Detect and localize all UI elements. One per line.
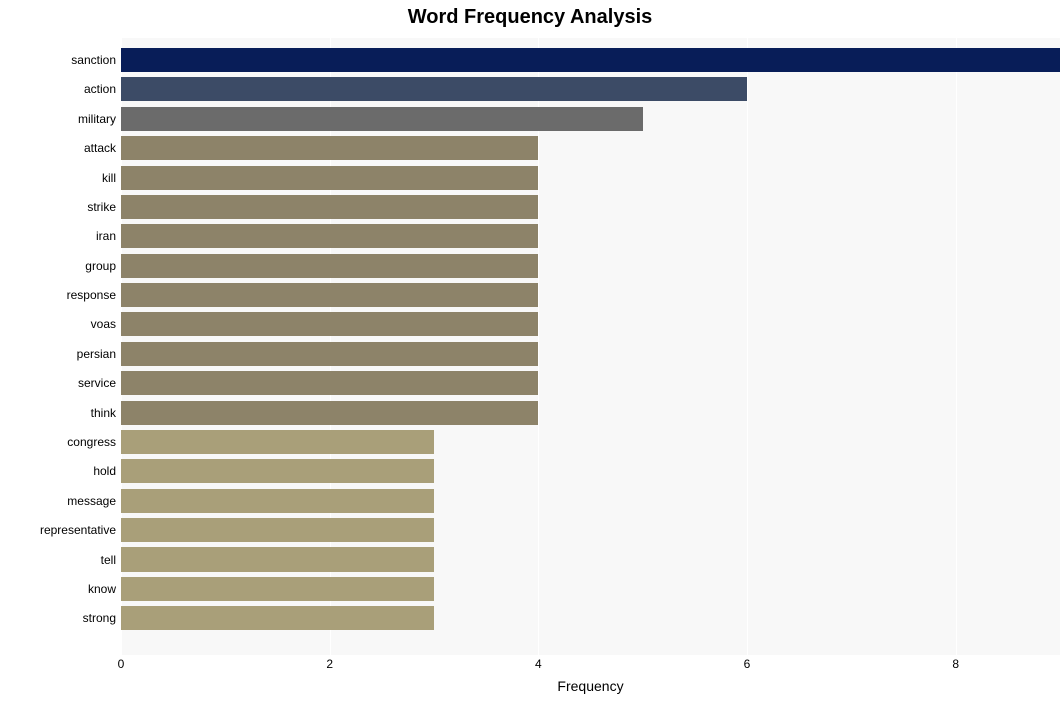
bar bbox=[121, 224, 538, 248]
y-axis-label: sanction bbox=[71, 53, 116, 67]
x-axis-tick-label: 4 bbox=[535, 657, 542, 671]
bar bbox=[121, 606, 434, 630]
bar bbox=[121, 48, 1060, 72]
plot-area bbox=[121, 38, 1060, 655]
y-axis-labels: sanction action military attack kill strike ir… bbox=[0, 38, 116, 655]
bar-row bbox=[121, 577, 434, 601]
bar-row bbox=[121, 459, 434, 483]
bar bbox=[121, 283, 538, 307]
x-axis-tick-label: 6 bbox=[744, 657, 751, 671]
bar bbox=[121, 107, 643, 131]
bar-row bbox=[121, 77, 747, 101]
bar-row bbox=[121, 254, 538, 278]
chart-title: Word Frequency Analysis bbox=[0, 6, 1060, 29]
bar bbox=[121, 312, 538, 336]
y-axis-label: congress bbox=[67, 435, 116, 449]
bar bbox=[121, 577, 434, 601]
bar-row bbox=[121, 107, 643, 131]
y-axis-label: representative bbox=[40, 523, 116, 537]
y-axis-label: strong bbox=[83, 611, 116, 625]
y-axis-label: tell bbox=[101, 553, 116, 567]
bar-row bbox=[121, 489, 434, 513]
chart-container: Word Frequency Analysis sanction action mi… bbox=[0, 0, 1060, 701]
bar-row bbox=[121, 606, 434, 630]
bar-row bbox=[121, 342, 538, 366]
bar bbox=[121, 489, 434, 513]
bar bbox=[121, 195, 538, 219]
y-axis-label: iran bbox=[96, 229, 116, 243]
bar bbox=[121, 371, 538, 395]
bar-row bbox=[121, 312, 538, 336]
x-axis-title: Frequency bbox=[121, 678, 1060, 694]
y-axis-label: kill bbox=[102, 171, 116, 185]
bar bbox=[121, 518, 434, 542]
x-axis-tick-label: 0 bbox=[118, 657, 125, 671]
x-axis-tick-label: 8 bbox=[952, 657, 959, 671]
bar-row bbox=[121, 195, 538, 219]
bar-row bbox=[121, 224, 538, 248]
y-axis-label: know bbox=[88, 582, 116, 596]
bar bbox=[121, 401, 538, 425]
y-axis-label: persian bbox=[77, 347, 116, 361]
bar-row bbox=[121, 136, 538, 160]
y-axis-label: action bbox=[84, 82, 116, 96]
y-axis-label: message bbox=[67, 494, 116, 508]
y-axis-label: attack bbox=[84, 141, 116, 155]
y-axis-label: strike bbox=[87, 200, 116, 214]
bar-row bbox=[121, 283, 538, 307]
bar-row bbox=[121, 166, 538, 190]
bar-row bbox=[121, 48, 1060, 72]
y-axis-label: military bbox=[78, 112, 116, 126]
y-axis-label: service bbox=[78, 376, 116, 390]
bar bbox=[121, 547, 434, 571]
bar bbox=[121, 430, 434, 454]
y-axis-label: hold bbox=[93, 464, 116, 478]
bar bbox=[121, 166, 538, 190]
bar bbox=[121, 459, 434, 483]
bar-row bbox=[121, 430, 434, 454]
bar bbox=[121, 342, 538, 366]
bar-row bbox=[121, 401, 538, 425]
y-axis-label: response bbox=[67, 288, 116, 302]
bar bbox=[121, 136, 538, 160]
y-axis-label: think bbox=[91, 406, 116, 420]
x-axis-ticks: 0 2 4 6 8 bbox=[121, 657, 1060, 677]
x-axis-tick-label: 2 bbox=[326, 657, 333, 671]
y-axis-label: voas bbox=[91, 317, 116, 331]
bar-row bbox=[121, 547, 434, 571]
bar bbox=[121, 254, 538, 278]
y-axis-label: group bbox=[85, 259, 116, 273]
bar-row bbox=[121, 371, 538, 395]
bars-group bbox=[121, 38, 1060, 655]
bar-row bbox=[121, 518, 434, 542]
bar bbox=[121, 77, 747, 101]
